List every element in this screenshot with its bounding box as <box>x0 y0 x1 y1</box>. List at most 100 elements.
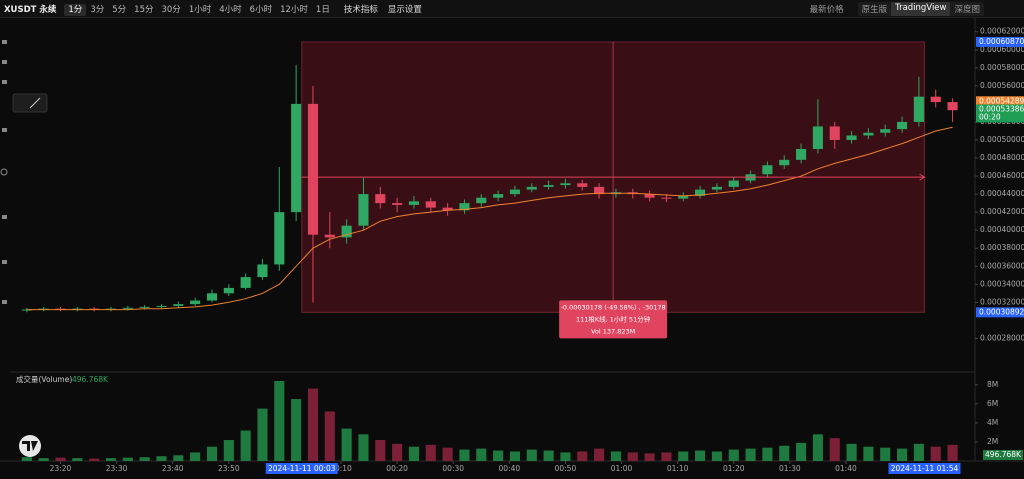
candle-body <box>695 189 706 196</box>
drawing-tool-popup[interactable] <box>12 93 48 113</box>
candle-body <box>307 103 319 235</box>
volume-bar <box>846 443 857 461</box>
volume-tick-label: 6M <box>987 399 998 408</box>
candle-body <box>173 304 184 306</box>
toolbar: XUSDT 永续 1分 3分 5分 15分 30分 1小时 4小时 6小时 12小时 1日 技术指… <box>0 0 1024 18</box>
volume-bar <box>358 434 369 461</box>
interval-button[interactable]: 30分 <box>161 4 181 15</box>
volume-bar <box>897 448 908 461</box>
volume-bar <box>526 449 537 461</box>
candle-body <box>291 103 302 213</box>
price-badge <box>976 307 1024 318</box>
volume-bar <box>190 452 201 461</box>
candle-body <box>257 264 268 278</box>
volume-bar <box>476 448 487 461</box>
volume-bar <box>223 440 234 461</box>
indicators-button[interactable]: 技术指标 <box>343 4 378 15</box>
candle-body <box>509 189 520 195</box>
volume-tick-label: 8M <box>987 380 998 389</box>
interval-button[interactable]: 15分 <box>134 4 154 15</box>
price-badge <box>976 96 1024 107</box>
view-button[interactable]: 原生版 <box>861 4 888 15</box>
x-tick-label: 23:50 <box>218 464 240 473</box>
price-badge-label: 0.00054289 <box>979 96 1024 105</box>
candle-body <box>375 194 386 204</box>
tool-icon[interactable] <box>2 260 7 264</box>
tool-icon[interactable] <box>2 128 7 132</box>
candle-body <box>476 197 487 204</box>
volume-bar <box>661 452 672 461</box>
tool-icon[interactable] <box>2 300 7 304</box>
measure-label-box <box>559 300 668 339</box>
candle-body <box>358 194 369 226</box>
measure-arrowhead <box>919 173 926 181</box>
display-settings-button[interactable]: 显示设置 <box>387 4 422 15</box>
interval-button[interactable]: 6小时 <box>249 4 273 15</box>
candle-body <box>846 135 857 140</box>
price-countdown: 00:20 <box>979 112 1001 121</box>
volume-bar <box>55 457 66 461</box>
volume-bar <box>812 434 823 461</box>
volume-bar <box>829 438 840 461</box>
tool-icon[interactable] <box>2 80 7 84</box>
candle-body <box>880 129 891 133</box>
symbol[interactable]: XUSDT 永续 <box>4 4 57 15</box>
candle-body <box>459 203 470 211</box>
interval-button[interactable]: 1分 <box>64 3 87 16</box>
volume-last: 496.768K <box>72 375 109 384</box>
volume-bar <box>779 445 790 461</box>
candle-body <box>829 126 840 140</box>
candle-body <box>392 203 403 205</box>
volume-bar <box>695 450 706 461</box>
volume-bar <box>408 446 420 461</box>
volume-bar <box>89 458 100 461</box>
volume-bar <box>122 457 133 461</box>
tool-icon[interactable] <box>2 215 7 219</box>
tool-icon[interactable] <box>2 40 7 44</box>
interval-button[interactable]: 3分 <box>90 4 105 15</box>
volume-bar <box>947 444 958 461</box>
y-tick-label: 0.00032000 <box>980 297 1024 306</box>
volume-bar <box>341 428 352 461</box>
y-tick-label: 0.00048000 <box>980 153 1024 162</box>
volume-tick-label: 2M <box>987 437 998 446</box>
view-button[interactable]: TradingView <box>891 1 951 16</box>
candle-body <box>728 180 739 187</box>
volume-bar <box>493 450 504 461</box>
volume-bar <box>240 430 251 461</box>
candle-body <box>796 148 807 160</box>
x-tick-label: 00:20 <box>386 464 408 473</box>
interval-button[interactable]: 4小时 <box>219 4 242 15</box>
volume-bar <box>257 408 268 461</box>
candle-body <box>341 225 352 238</box>
volume-bar <box>156 456 167 461</box>
tool-icon[interactable] <box>2 60 7 64</box>
volume-bar <box>577 451 588 461</box>
price-type[interactable]: 最新价格 <box>809 4 844 15</box>
x-tick-label: 00:10 <box>330 464 352 473</box>
volume-bar <box>913 443 924 461</box>
interval-group: 1分 3分 5分 15分 30分 1小时 4小时 6小时 12小时 1日 <box>64 3 333 16</box>
x-tick-label: 23:40 <box>162 464 184 473</box>
y-tick-label: 0.00058000 <box>980 63 1024 72</box>
volume-bar <box>105 458 117 461</box>
interval-button[interactable]: 12小时 <box>280 4 308 15</box>
volume-bar <box>745 448 756 461</box>
volume-bar <box>678 451 689 461</box>
tool-icon[interactable] <box>0 168 8 176</box>
volume-bar <box>880 447 891 461</box>
interval-button[interactable]: 1日 <box>315 4 330 15</box>
interval-button[interactable]: 1小时 <box>188 4 212 15</box>
volume-bar <box>594 448 605 461</box>
y-tick-label: 0.00040000 <box>980 225 1024 234</box>
volume-bar <box>728 449 739 461</box>
volume-last-badge-text: 496.768K <box>985 450 1022 459</box>
candle-body <box>678 195 689 199</box>
tv-logo <box>19 435 41 457</box>
view-button[interactable]: 深度图 <box>954 4 980 15</box>
volume-bar <box>206 446 218 461</box>
time-badge <box>265 463 338 474</box>
interval-button[interactable]: 5分 <box>112 4 127 15</box>
volume-bar <box>375 440 386 461</box>
